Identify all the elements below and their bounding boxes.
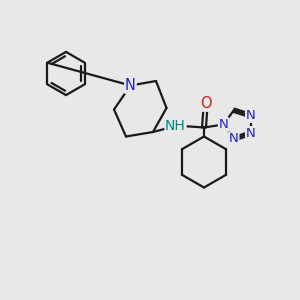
- Text: N: N: [125, 78, 136, 93]
- Text: N: N: [229, 132, 239, 145]
- Text: N: N: [246, 127, 256, 140]
- Text: N: N: [219, 118, 228, 131]
- Text: O: O: [200, 96, 211, 111]
- Text: NH: NH: [165, 119, 186, 133]
- Text: N: N: [246, 109, 256, 122]
